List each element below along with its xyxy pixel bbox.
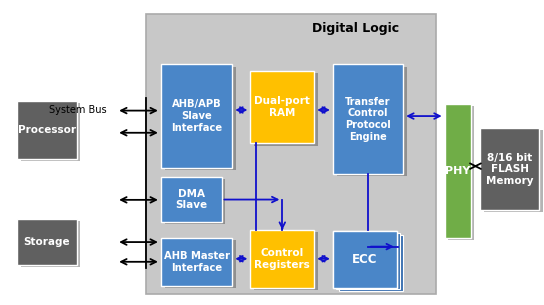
FancyBboxPatch shape [333,231,397,288]
Text: Dual-port
RAM: Dual-port RAM [255,96,310,118]
FancyBboxPatch shape [444,104,471,238]
FancyBboxPatch shape [21,221,81,267]
FancyBboxPatch shape [448,106,474,240]
Text: DMA
Slave: DMA Slave [175,189,207,210]
FancyBboxPatch shape [161,238,232,286]
Text: ECC: ECC [352,253,378,266]
FancyBboxPatch shape [339,235,403,291]
Text: Storage: Storage [23,237,70,247]
FancyBboxPatch shape [161,64,232,168]
Text: PHY: PHY [445,166,470,176]
Text: 8/16 bit
FLASH
Memory: 8/16 bit FLASH Memory [486,152,534,186]
FancyBboxPatch shape [161,177,221,222]
FancyBboxPatch shape [250,70,314,143]
FancyBboxPatch shape [337,234,400,290]
FancyBboxPatch shape [484,130,543,212]
FancyBboxPatch shape [254,73,318,145]
FancyBboxPatch shape [480,128,539,210]
FancyBboxPatch shape [165,179,225,224]
FancyBboxPatch shape [336,233,400,289]
Text: AHB/APB
Slave
Interface: AHB/APB Slave Interface [171,99,222,133]
FancyBboxPatch shape [254,232,318,290]
FancyBboxPatch shape [21,103,81,161]
FancyBboxPatch shape [250,230,314,288]
FancyBboxPatch shape [17,101,77,159]
Text: ECC: ECC [352,253,378,266]
Text: Transfer
Control
Protocol
Engine: Transfer Control Protocol Engine [345,97,391,142]
FancyBboxPatch shape [165,66,236,170]
FancyBboxPatch shape [337,66,407,176]
Text: Digital Logic: Digital Logic [312,22,399,35]
FancyBboxPatch shape [333,231,397,288]
FancyBboxPatch shape [165,240,236,288]
FancyBboxPatch shape [333,64,403,174]
Text: Control
Registers: Control Registers [255,248,310,270]
Text: Processor: Processor [18,125,76,135]
Text: System Bus: System Bus [49,105,107,115]
FancyBboxPatch shape [17,219,77,265]
FancyBboxPatch shape [146,14,436,294]
Text: AHB Master
Interface: AHB Master Interface [164,251,230,273]
